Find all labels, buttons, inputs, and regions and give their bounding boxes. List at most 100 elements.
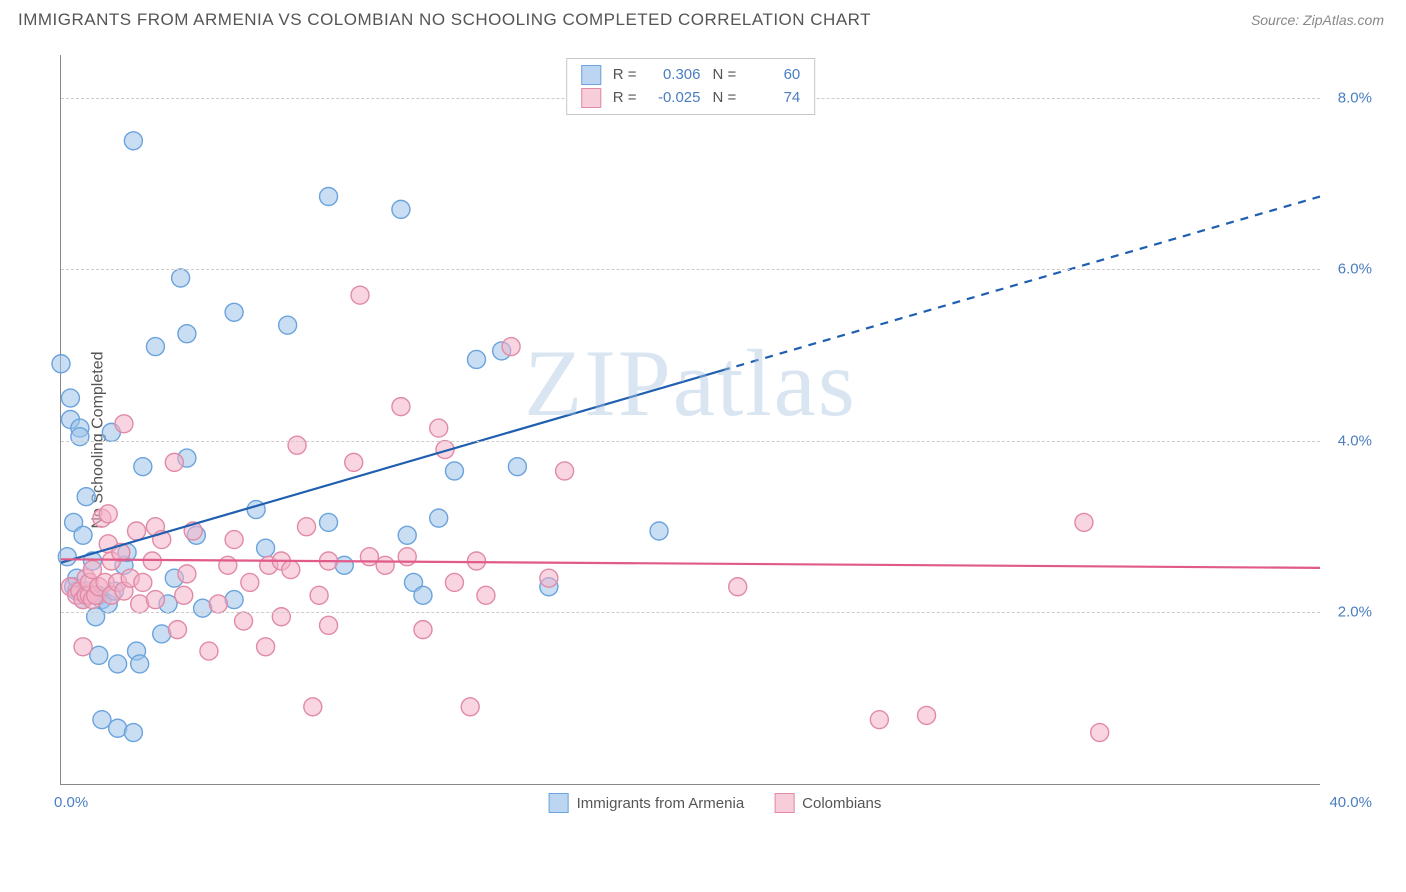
y-tick-label: 8.0%	[1338, 89, 1372, 106]
scatter-svg	[61, 55, 1320, 784]
scatter-point	[502, 338, 520, 356]
scatter-point	[200, 642, 218, 660]
x-axis-min-label: 0.0%	[54, 794, 88, 811]
correlation-legend-row-1: R = 0.306 N = 60	[581, 64, 801, 87]
scatter-point	[124, 132, 142, 150]
scatter-point	[650, 522, 668, 540]
r-value-1: 0.306	[649, 64, 701, 87]
scatter-point	[320, 513, 338, 531]
gridline	[61, 612, 1320, 613]
n-label: N =	[713, 64, 737, 87]
r-label: R =	[613, 64, 637, 87]
scatter-point	[556, 462, 574, 480]
correlation-legend-row-2: R = -0.025 N = 74	[581, 87, 801, 110]
scatter-point	[71, 428, 89, 446]
scatter-point	[74, 638, 92, 656]
scatter-point	[219, 556, 237, 574]
scatter-point	[398, 548, 416, 566]
scatter-point	[508, 458, 526, 476]
scatter-point	[178, 565, 196, 583]
scatter-point	[918, 706, 936, 724]
scatter-point	[178, 325, 196, 343]
source-label: Source:	[1251, 12, 1303, 28]
scatter-point	[392, 398, 410, 416]
scatter-point	[477, 586, 495, 604]
scatter-point	[360, 548, 378, 566]
scatter-point	[225, 531, 243, 549]
r-label-2: R =	[613, 87, 637, 110]
plot-wrapper: No Schooling Completed ZIPatlas R = 0.30…	[50, 55, 1380, 825]
scatter-point	[398, 526, 416, 544]
n-value-1: 60	[748, 64, 800, 87]
gridline	[61, 269, 1320, 270]
scatter-point	[52, 355, 70, 373]
scatter-point	[146, 338, 164, 356]
scatter-point	[235, 612, 253, 630]
scatter-point	[172, 269, 190, 287]
legend-swatch-2	[774, 793, 794, 813]
scatter-point	[279, 316, 297, 334]
y-tick-label: 6.0%	[1338, 261, 1372, 278]
scatter-point	[540, 569, 558, 587]
scatter-point	[345, 453, 363, 471]
scatter-point	[461, 698, 479, 716]
trend-line-extrapolated	[722, 197, 1320, 371]
scatter-point	[430, 509, 448, 527]
scatter-point	[288, 436, 306, 454]
scatter-point	[209, 595, 227, 613]
scatter-point	[282, 561, 300, 579]
scatter-point	[467, 350, 485, 368]
title-bar: IMMIGRANTS FROM ARMENIA VS COLOMBIAN NO …	[0, 0, 1406, 36]
scatter-point	[124, 724, 142, 742]
scatter-point	[1075, 513, 1093, 531]
scatter-point	[414, 621, 432, 639]
source-name: ZipAtlas.com	[1303, 12, 1384, 28]
source-attribution: Source: ZipAtlas.com	[1251, 12, 1384, 28]
n-label-2: N =	[713, 87, 737, 110]
scatter-point	[93, 711, 111, 729]
scatter-point	[298, 518, 316, 536]
correlation-legend: R = 0.306 N = 60 R = -0.025 N = 74	[566, 58, 816, 115]
scatter-point	[445, 462, 463, 480]
scatter-point	[115, 415, 133, 433]
plot-area: ZIPatlas R = 0.306 N = 60 R = -0.025 N =…	[60, 55, 1320, 785]
scatter-point	[134, 573, 152, 591]
scatter-point	[310, 586, 328, 604]
legend-swatch-1	[549, 793, 569, 813]
scatter-point	[257, 638, 275, 656]
chart-title: IMMIGRANTS FROM ARMENIA VS COLOMBIAN NO …	[18, 10, 871, 30]
scatter-point	[729, 578, 747, 596]
scatter-point	[168, 621, 186, 639]
gridline	[61, 441, 1320, 442]
scatter-point	[320, 616, 338, 634]
scatter-point	[109, 655, 127, 673]
scatter-point	[430, 419, 448, 437]
scatter-point	[392, 200, 410, 218]
legend-label-2: Colombians	[802, 795, 881, 812]
x-axis-max-label: 40.0%	[1329, 794, 1372, 811]
scatter-point	[165, 453, 183, 471]
scatter-point	[320, 188, 338, 206]
scatter-point	[272, 608, 290, 626]
scatter-point	[134, 458, 152, 476]
series-legend: Immigrants from Armenia Colombians	[549, 793, 882, 813]
scatter-point	[131, 655, 149, 673]
scatter-point	[376, 556, 394, 574]
scatter-point	[77, 488, 95, 506]
scatter-point	[257, 539, 275, 557]
legend-item-1: Immigrants from Armenia	[549, 793, 745, 813]
scatter-point	[414, 586, 432, 604]
trend-line	[61, 370, 722, 562]
scatter-point	[870, 711, 888, 729]
scatter-point	[1091, 724, 1109, 742]
scatter-point	[90, 646, 108, 664]
scatter-point	[445, 573, 463, 591]
n-value-2: 74	[748, 87, 800, 110]
scatter-point	[241, 573, 259, 591]
y-tick-label: 2.0%	[1338, 604, 1372, 621]
scatter-point	[146, 591, 164, 609]
scatter-point	[99, 505, 117, 523]
scatter-point	[61, 389, 79, 407]
scatter-point	[58, 548, 76, 566]
legend-swatch-series-1	[581, 65, 601, 85]
